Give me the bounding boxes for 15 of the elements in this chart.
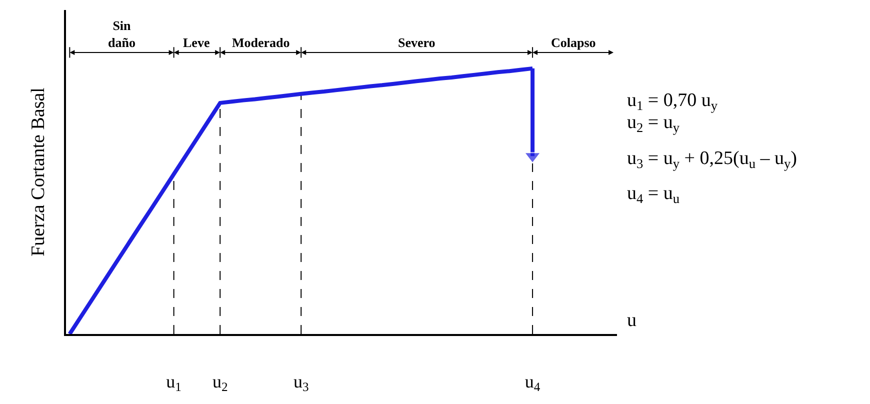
x-tick-label: u$_{2}$ [212,371,228,394]
text: u$_{4}$ = u$_{u}$ [627,183,680,206]
text: u$_{3}$ = u$_{y}$ + 0,25(u$_{u}$ – u$_{y}$) [627,148,797,171]
text: Sin daño [108,18,136,50]
text: u$_{2}$ = u$_{y}$ [627,112,680,135]
text: Moderado [232,35,290,50]
x-tick-label: u$_{4}$ [524,371,541,394]
text: u$_{1}$ = 0,70 u$_{y}$ [627,90,718,113]
y-axis-title: Fuerza Cortante Basal [28,88,49,256]
x-axis-title: u [627,310,637,331]
x-tick-label: u$_{1}$ [166,371,182,394]
text: Leve [183,35,210,50]
x-tick-label: u$_{3}$ [293,371,309,394]
text: Severo [398,35,436,50]
text: Colapso [551,35,596,50]
